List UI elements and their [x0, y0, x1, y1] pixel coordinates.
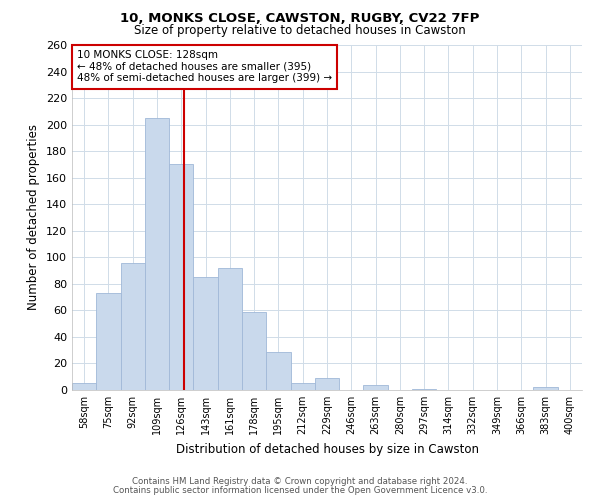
Y-axis label: Number of detached properties: Number of detached properties: [28, 124, 40, 310]
Bar: [193, 277, 218, 390]
Text: Contains public sector information licensed under the Open Government Licence v3: Contains public sector information licen…: [113, 486, 487, 495]
Text: 10 MONKS CLOSE: 128sqm
← 48% of detached houses are smaller (395)
48% of semi-de: 10 MONKS CLOSE: 128sqm ← 48% of detached…: [77, 50, 332, 84]
Bar: [121, 262, 145, 390]
Bar: [412, 388, 436, 390]
Bar: [242, 312, 266, 390]
Bar: [72, 384, 96, 390]
Bar: [364, 384, 388, 390]
Bar: [533, 388, 558, 390]
Text: Size of property relative to detached houses in Cawston: Size of property relative to detached ho…: [134, 24, 466, 37]
Bar: [169, 164, 193, 390]
Bar: [266, 352, 290, 390]
Bar: [218, 268, 242, 390]
Bar: [145, 118, 169, 390]
Text: 10, MONKS CLOSE, CAWSTON, RUGBY, CV22 7FP: 10, MONKS CLOSE, CAWSTON, RUGBY, CV22 7F…: [121, 12, 479, 26]
Bar: [96, 293, 121, 390]
Text: Contains HM Land Registry data © Crown copyright and database right 2024.: Contains HM Land Registry data © Crown c…: [132, 477, 468, 486]
X-axis label: Distribution of detached houses by size in Cawston: Distribution of detached houses by size …: [176, 442, 479, 456]
Bar: [315, 378, 339, 390]
Bar: [290, 384, 315, 390]
